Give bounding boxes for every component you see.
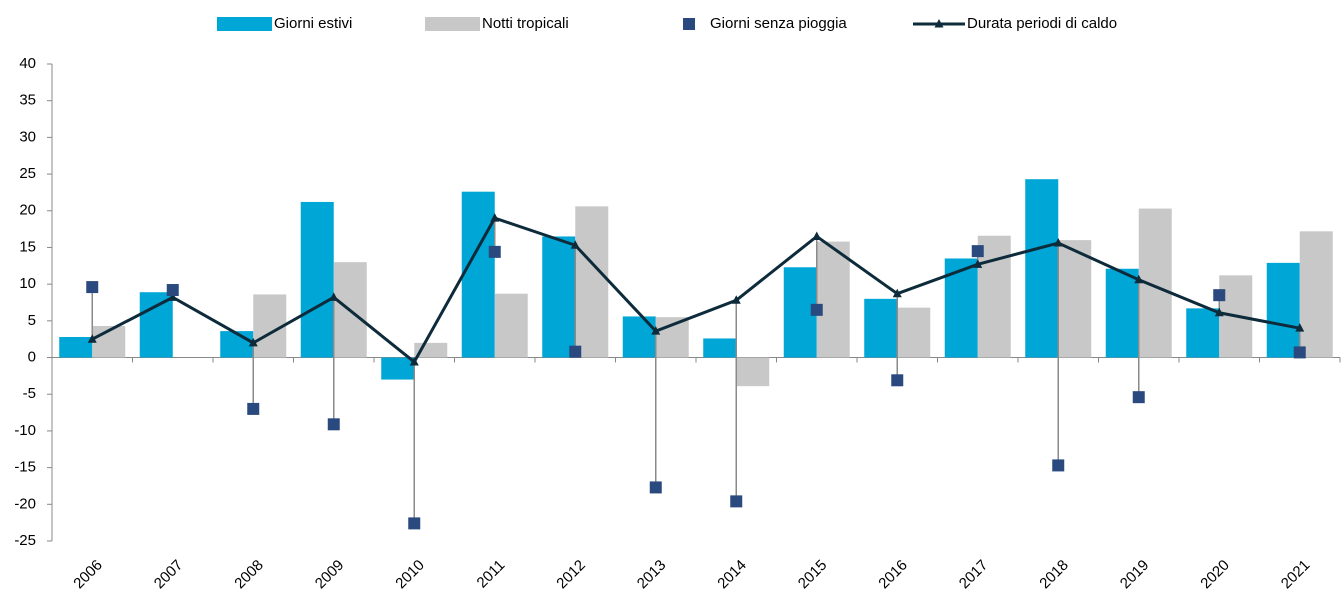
x-tick-label: 2019 [1117, 557, 1153, 593]
bar [542, 236, 576, 358]
line-marker [248, 337, 258, 347]
x-tick-label: 2009 [312, 557, 348, 593]
bar [220, 331, 254, 358]
legend-marker [934, 19, 944, 28]
bar [816, 241, 850, 358]
point [1213, 289, 1226, 302]
y-tick-label: -20 [14, 495, 36, 512]
bar [1025, 179, 1059, 358]
y-tick-label: 20 [19, 202, 36, 219]
y-tick-label: 30 [19, 128, 36, 145]
y-tick-label: 35 [19, 92, 36, 109]
x-tick-label: 2008 [231, 557, 267, 593]
x-tick-label: 2015 [795, 557, 831, 593]
x-tick-label: 2018 [1036, 557, 1072, 593]
x-tick-label: 2013 [634, 557, 670, 593]
bar [703, 338, 737, 358]
y-tick-label: 5 [28, 312, 36, 329]
y-tick-label: 0 [28, 349, 36, 366]
bar [575, 206, 609, 358]
bar [1266, 262, 1300, 358]
point [891, 374, 904, 387]
line-marker [409, 356, 419, 366]
legend-swatch [683, 18, 695, 30]
line-marker [87, 334, 97, 343]
line-marker [731, 295, 741, 304]
point [810, 303, 823, 316]
x-tick-label: 2006 [70, 557, 106, 593]
x-tick-label: 2014 [714, 557, 750, 593]
x-tick-label: 2016 [875, 557, 911, 593]
point [408, 517, 421, 530]
line-marker [892, 288, 902, 298]
point [166, 284, 179, 297]
line-marker [329, 292, 339, 301]
legend-label: Giorni estivi [274, 15, 352, 32]
bar [1058, 240, 1092, 358]
legend-label: Durata periodi di caldo [967, 15, 1117, 32]
y-tick-label: 10 [19, 275, 36, 292]
line-marker [1134, 274, 1144, 284]
bar [461, 191, 495, 358]
point [649, 481, 662, 494]
point [488, 245, 501, 258]
x-tick-label: 2010 [392, 557, 428, 593]
bar [1186, 308, 1220, 358]
y-tick-label: 15 [19, 238, 36, 255]
line [91, 216, 1301, 365]
point [327, 418, 340, 431]
bar [139, 292, 173, 358]
line-marker [570, 240, 580, 249]
bar [494, 293, 528, 358]
line-marker [973, 259, 983, 268]
bar [59, 336, 93, 358]
x-tick-label: 2017 [956, 557, 992, 593]
line-marker [490, 213, 500, 222]
legend-swatch [217, 17, 272, 31]
y-tick-label: -25 [14, 532, 36, 549]
bar [897, 307, 931, 358]
line-marker [1053, 238, 1063, 247]
point [1132, 391, 1145, 404]
point [247, 402, 260, 415]
y-tick-label: -15 [14, 459, 36, 476]
point [86, 281, 99, 294]
y-tick-label: -5 [23, 385, 36, 402]
y-tick-label: 25 [19, 165, 36, 182]
line-marker [651, 326, 661, 335]
line-marker [168, 292, 178, 301]
point [971, 245, 984, 258]
x-tick-label: 2011 [474, 557, 509, 592]
legend-label: Giorni senza pioggia [710, 15, 847, 32]
bar [622, 316, 656, 358]
line-marker [1295, 323, 1305, 332]
point [730, 495, 743, 508]
bar [381, 357, 415, 380]
bar [300, 201, 334, 358]
legend-label: Notti tropicali [482, 15, 569, 32]
y-tick-label: 40 [19, 55, 36, 72]
line-marker [812, 231, 822, 240]
x-tick-label: 2021 [1278, 557, 1314, 593]
point [1293, 346, 1306, 359]
y-tick-label: -10 [14, 422, 36, 439]
point [1052, 459, 1065, 472]
bar [1299, 231, 1333, 358]
bar [736, 357, 770, 387]
legend-swatch [425, 17, 480, 31]
bar [864, 298, 898, 358]
x-tick-label: 2012 [553, 557, 589, 593]
point [569, 345, 582, 358]
bar [1105, 268, 1139, 358]
x-tick-label: 2020 [1197, 557, 1233, 593]
x-tick-label: 2007 [151, 557, 187, 593]
line-marker [1214, 307, 1224, 317]
